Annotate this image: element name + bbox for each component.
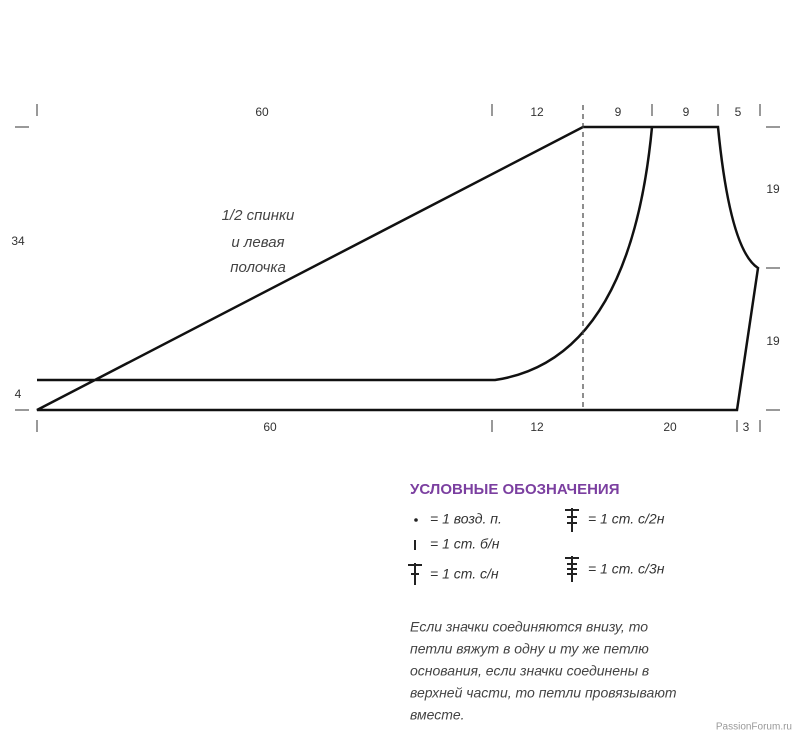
dim: 20 (663, 420, 677, 434)
label: полочка (230, 259, 286, 276)
label: 1/2 спинки (222, 207, 295, 224)
ticks (15, 104, 780, 432)
watermark: PassionForum.ru (716, 722, 792, 733)
legend-item: = 1 ст. с/н (430, 566, 499, 582)
dim: 3 (743, 420, 750, 434)
note-line: вместе. (410, 707, 465, 723)
dim: 4 (15, 387, 22, 401)
dim: 19 (766, 182, 780, 196)
dim: 19 (766, 334, 780, 348)
note-line: основания, если значки соединены в (410, 663, 649, 679)
symbol (414, 518, 418, 522)
dim: 34 (11, 234, 25, 248)
outline (36, 125, 760, 412)
note-line: Если значки соединяются внизу, то (410, 619, 648, 635)
legend-title: УСЛОВНЫЕ ОБОЗНАЧЕНИЯ (410, 481, 619, 498)
dim: 9 (615, 105, 622, 119)
dim: 60 (263, 420, 277, 434)
legend-item: = 1 ст. с/3н (588, 561, 665, 577)
dim: 60 (255, 105, 269, 119)
dim: 5 (735, 105, 742, 119)
symbol (565, 556, 579, 582)
legend-symbols (408, 508, 579, 585)
legend-item: = 1 ст. с/2н (588, 511, 665, 527)
legend-item: = 1 возд. п. (430, 511, 502, 527)
note-line: петли вяжут в одну и ту же петлю (410, 641, 649, 657)
pattern-shape (36, 125, 760, 412)
legend-item: = 1 ст. б/н (430, 536, 500, 552)
symbol (408, 563, 422, 585)
label: и левая (231, 234, 284, 251)
symbol (565, 508, 579, 532)
dim: 9 (683, 105, 690, 119)
dim: 12 (530, 105, 544, 119)
note-line: верхней части, то петли провязывают (410, 685, 677, 701)
dim: 12 (530, 420, 544, 434)
